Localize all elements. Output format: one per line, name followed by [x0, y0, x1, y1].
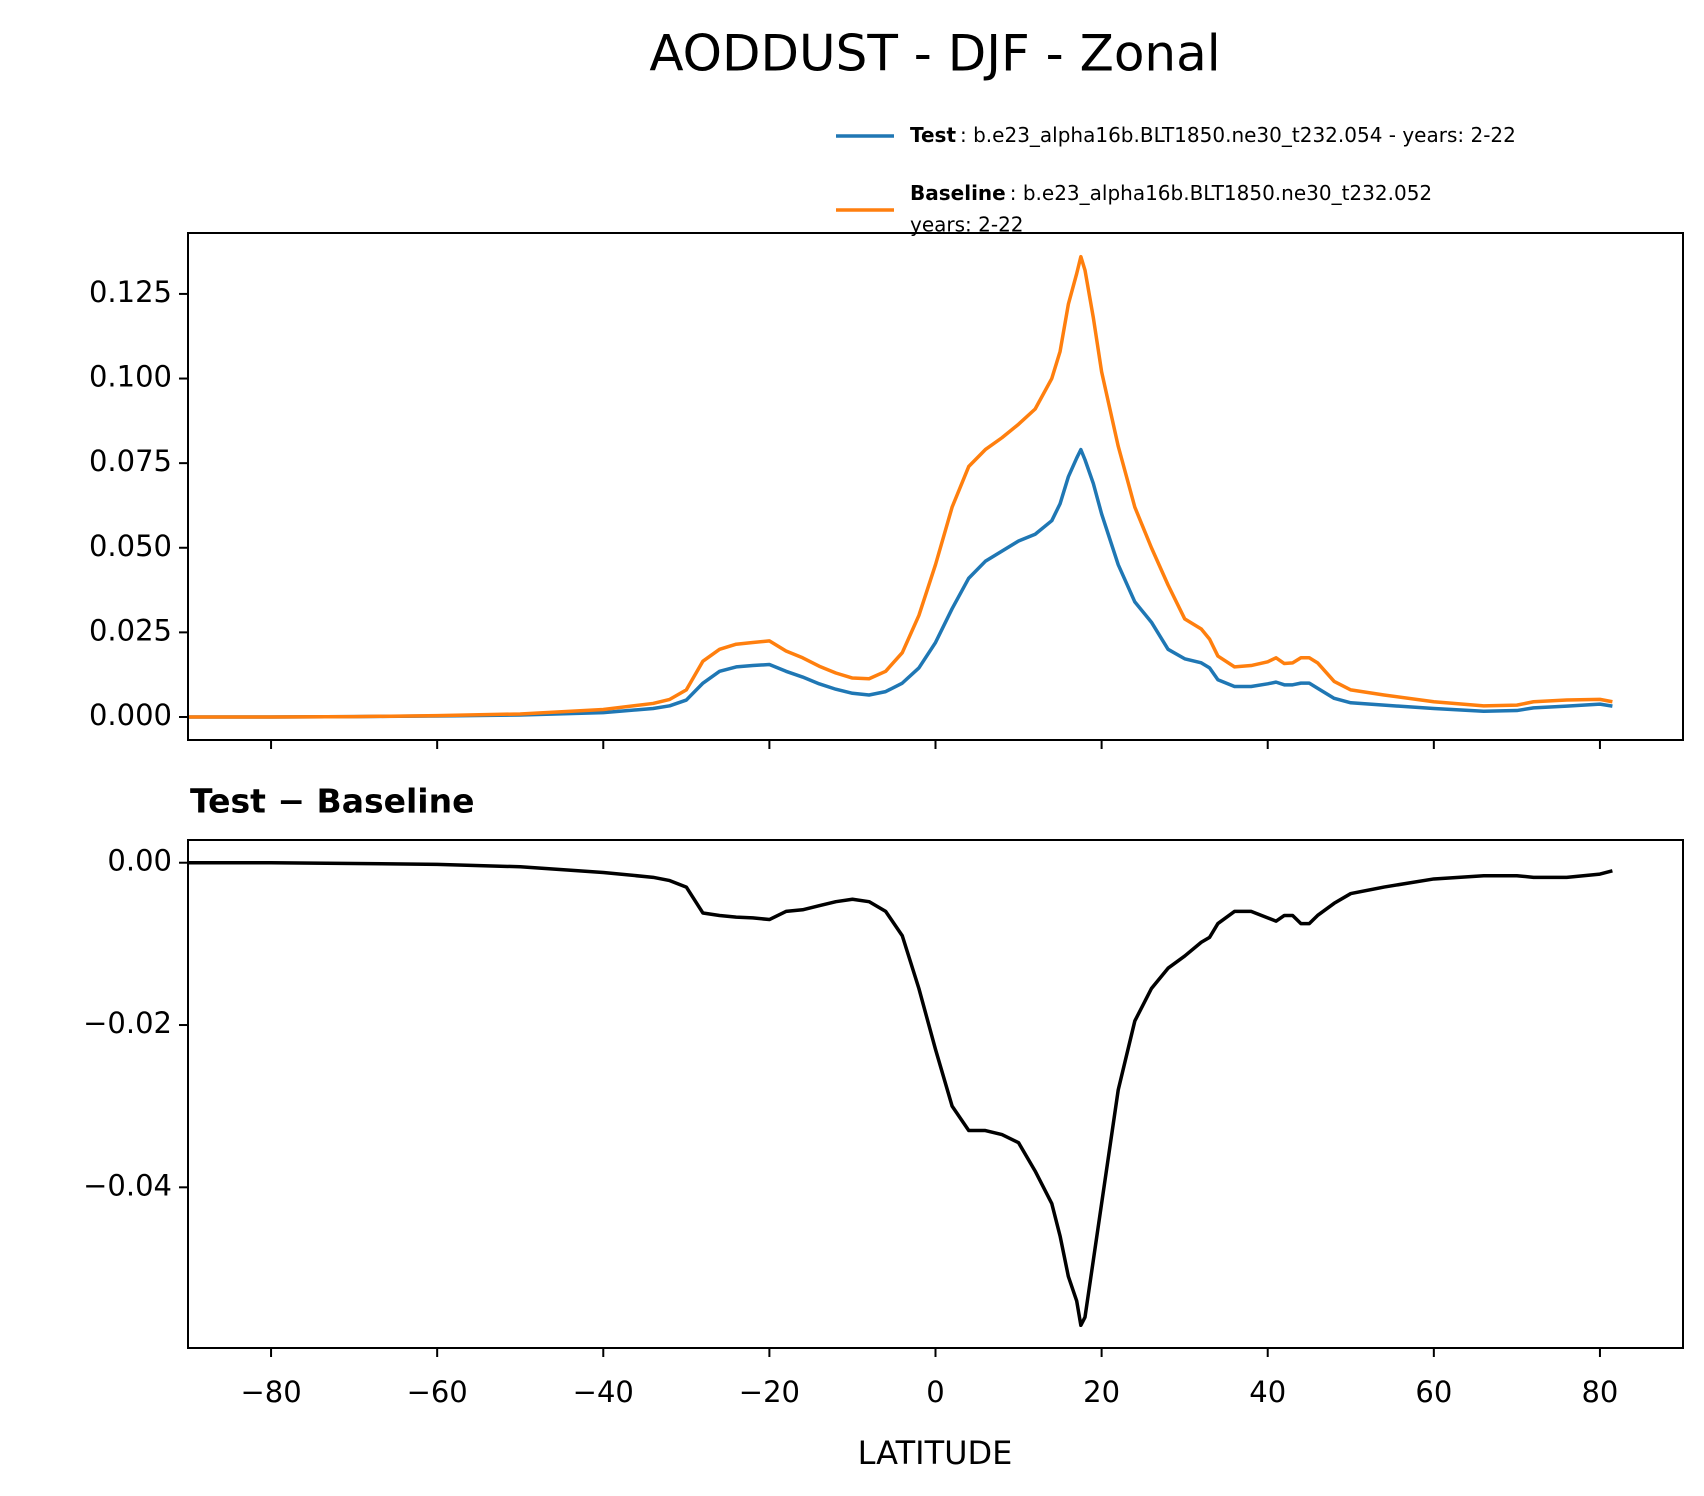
- y-tick-label: 0.100: [89, 360, 172, 394]
- y-tick-label: −0.02: [83, 1006, 172, 1040]
- x-tick-label: −80: [240, 1375, 301, 1409]
- legend-description: : b.e23_alpha16b.BLT1850.ne30_t232.052: [1010, 181, 1432, 205]
- x-tick-label: 80: [1581, 1375, 1618, 1409]
- data-line: [188, 447, 1613, 719]
- x-tick-label: −60: [407, 1375, 468, 1409]
- legend-description: years: 2-22: [910, 213, 1024, 237]
- y-tick-label: 0.125: [89, 275, 172, 309]
- subplot-title: Test − Baseline: [190, 782, 475, 821]
- x-axis-label: LATITUDE: [858, 1434, 1013, 1472]
- axes-frame: [187, 839, 1684, 1349]
- y-tick-label: 0.075: [89, 444, 172, 478]
- data-line: [188, 254, 1613, 719]
- legend-name: Test: [910, 123, 956, 147]
- legend-label: Test: b.e23_alpha16b.BLT1850.ne30_t232.0…: [910, 123, 1516, 147]
- plot-area: [188, 254, 1613, 719]
- y-tick-label: 0.000: [89, 698, 172, 732]
- plot-area: [188, 860, 1613, 1328]
- x-tick-label: 60: [1415, 1375, 1452, 1409]
- y-tick-label: 0.050: [89, 529, 172, 563]
- x-tick-label: −20: [739, 1375, 800, 1409]
- x-tick-label: 0: [926, 1375, 944, 1409]
- y-tick-label: −0.04: [83, 1168, 172, 1202]
- legend-label: Baseline: b.e23_alpha16b.BLT1850.ne30_t2…: [910, 181, 1432, 205]
- data-line: [188, 860, 1613, 1328]
- legend-name: Baseline: [910, 181, 1006, 205]
- axes-frame: [187, 232, 1684, 741]
- x-tick-label: −40: [573, 1375, 634, 1409]
- legend-description: : b.e23_alpha16b.BLT1850.ne30_t232.054 -…: [960, 123, 1516, 147]
- chart-title: AODDUST - DJF - Zonal: [649, 25, 1220, 83]
- y-tick-label: 0.00: [107, 844, 172, 878]
- y-tick-label: 0.025: [89, 613, 172, 647]
- x-tick-label: 40: [1249, 1375, 1286, 1409]
- x-tick-label: 20: [1083, 1375, 1120, 1409]
